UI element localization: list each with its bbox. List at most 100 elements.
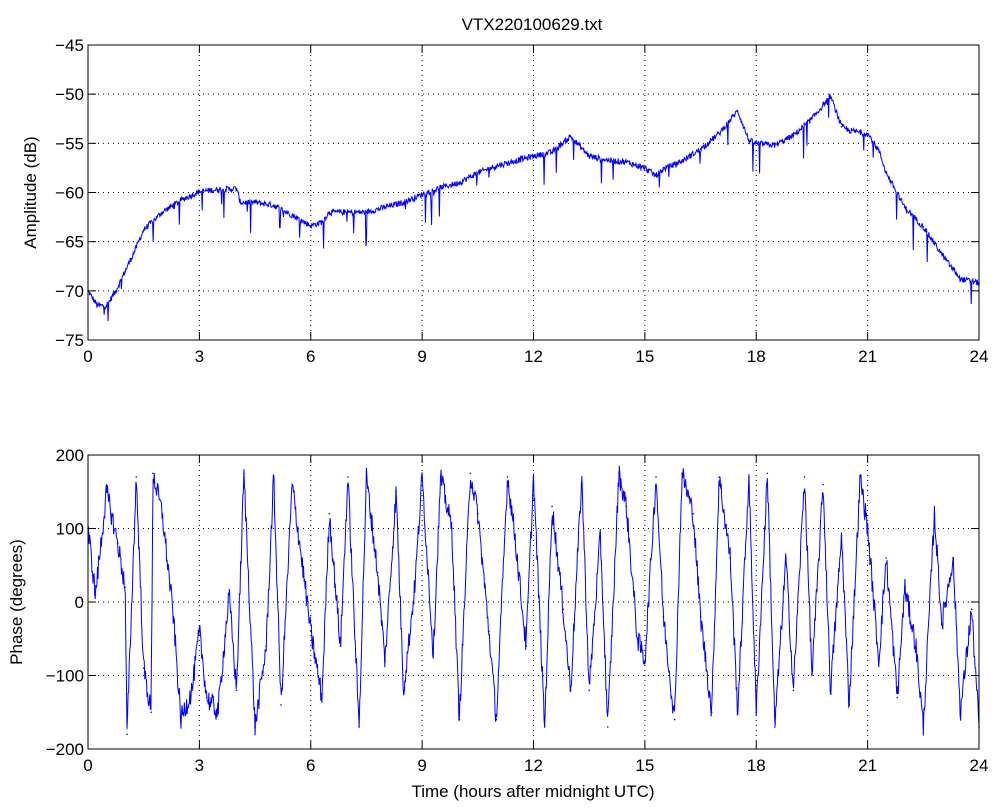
- amplitude-data-point: [811, 117, 813, 120]
- amplitude-data-point: [115, 290, 117, 292]
- phase-data-point: [291, 483, 293, 486]
- amplitude-data-point: [569, 135, 572, 138]
- phase-data-point: [636, 637, 639, 640]
- amplitude-x-tick-label: 21: [858, 347, 877, 366]
- amplitude-data-point: [321, 221, 323, 223]
- phase-data-point: [569, 689, 572, 691]
- amplitude-data-point: [477, 172, 479, 174]
- amplitude-data-point: [792, 134, 795, 137]
- phase-data-point: [217, 711, 219, 714]
- phase-data-point: [477, 513, 479, 515]
- phase-series: [87, 465, 980, 736]
- phase-data-point: [105, 490, 108, 493]
- amplitude-x-tick-label: 18: [747, 347, 766, 366]
- phase-data-point: [94, 593, 97, 596]
- phase-data-point: [161, 513, 164, 515]
- amplitude-y-tick-label: −45: [55, 36, 84, 55]
- amplitude-data-point: [774, 144, 776, 147]
- phase-data-point: [792, 689, 795, 691]
- phase-y-axis-label: Phase (degrees): [7, 539, 26, 665]
- phase-data-point: [413, 586, 416, 589]
- amplitude-data-point: [458, 181, 461, 184]
- amplitude-data-point: [495, 165, 498, 167]
- amplitude-y-tick-label: −60: [55, 184, 84, 203]
- phase-data-point: [710, 711, 713, 714]
- phase-data-point: [180, 718, 182, 721]
- amplitude-data-point: [748, 139, 750, 142]
- phase-data-point: [885, 557, 887, 559]
- amplitude-data-point: [551, 151, 553, 153]
- phase-data-point: [877, 660, 880, 662]
- phase-data-point: [280, 704, 282, 706]
- phase-data-point: [829, 689, 832, 691]
- phase-plot: 0 3 6 9 12 15 18 21 24 −200 −100 0 100 200 Phase (deg…: [7, 446, 988, 801]
- amplitude-y-tick-label: −55: [55, 134, 84, 153]
- phase-data-point: [488, 630, 490, 633]
- amplitude-data-point: [514, 160, 516, 162]
- phase-data-point: [309, 630, 312, 633]
- phase-x-tick-label: 6: [306, 756, 315, 775]
- amplitude-plot: VTX220100629.txt 0 3 6 9 12 15 18 21 24 −75 −70 −65…: [21, 15, 988, 366]
- phase-data-point: [822, 483, 824, 486]
- amplitude-y-tick-label: −50: [55, 85, 84, 104]
- phase-y-tick-label: −200: [46, 740, 84, 759]
- phase-data-point: [439, 476, 442, 478]
- amplitude-data-point: [439, 186, 442, 189]
- phase-data-point: [402, 689, 405, 691]
- amplitude-data-point: [272, 204, 275, 207]
- phase-x-tick-label: 18: [747, 756, 766, 775]
- phase-data-point: [625, 505, 628, 508]
- phase-data-point: [896, 696, 899, 699]
- phase-y-tick-label: 200: [56, 446, 84, 465]
- amplitude-data-point: [105, 304, 108, 307]
- chart-title: VTX220100629.txt: [462, 15, 603, 34]
- amplitude-data-point: [291, 214, 293, 216]
- phase-data-point: [840, 535, 843, 537]
- amplitude-data-point: [681, 160, 683, 162]
- phase-x-tick-label: 24: [970, 756, 989, 775]
- phase-ticks: 0 3 6 9 12 15 18 21 24 −200 −100 0 100 200: [46, 446, 989, 775]
- amplitude-data-point: [606, 159, 609, 161]
- phase-data-point: [347, 476, 349, 478]
- amplitude-data-point: [866, 132, 869, 135]
- phase-data-point: [933, 513, 936, 515]
- amplitude-data-point: [699, 148, 702, 151]
- amplitude-data-point: [644, 167, 646, 169]
- phase-data-point: [328, 513, 331, 515]
- phase-data-point: [662, 615, 665, 618]
- amplitude-data-point: [365, 211, 368, 213]
- amplitude-data-point: [829, 95, 832, 97]
- phase-x-tick-label: 0: [83, 756, 92, 775]
- phase-data-point: [172, 615, 175, 618]
- amplitude-x-tick-label: 3: [195, 347, 204, 366]
- phase-data-point: [551, 505, 553, 508]
- phase-data-point: [915, 645, 917, 647]
- amplitude-x-tick-label: 15: [635, 347, 654, 366]
- phase-line: [87, 465, 980, 736]
- phase-data-point: [785, 557, 787, 559]
- phase-data-point: [681, 472, 683, 475]
- phase-data-point: [718, 476, 720, 478]
- amplitude-data-point: [755, 142, 758, 145]
- amplitude-ticks: 0 3 6 9 12 15 18 21 24 −75 −70 −65 −60 −55 −50 −45: [55, 36, 988, 366]
- amplitude-data-point: [580, 147, 583, 150]
- phase-data-point: [580, 476, 583, 478]
- phase-data-point: [243, 472, 245, 475]
- phase-x-tick-label: 15: [635, 756, 654, 775]
- phase-data-point: [116, 542, 119, 544]
- phase-x-axis-label: Time (hours after midnight UTC): [411, 782, 654, 801]
- phase-data-point: [254, 726, 256, 728]
- phase-data-point: [124, 586, 126, 589]
- phase-data-point: [606, 726, 609, 728]
- amplitude-data-point: [588, 155, 590, 157]
- amplitude-x-tick-label: 12: [524, 347, 543, 366]
- phase-data-point: [748, 476, 750, 478]
- phase-data-point: [451, 527, 453, 530]
- phase-data-point: [126, 733, 128, 736]
- amplitude-data-point: [877, 149, 880, 152]
- amplitude-y-axis-label: Amplitude (dB): [21, 136, 40, 248]
- phase-data-point: [142, 667, 145, 669]
- phase-data-point: [395, 490, 397, 493]
- amplitude-data-point: [840, 125, 843, 128]
